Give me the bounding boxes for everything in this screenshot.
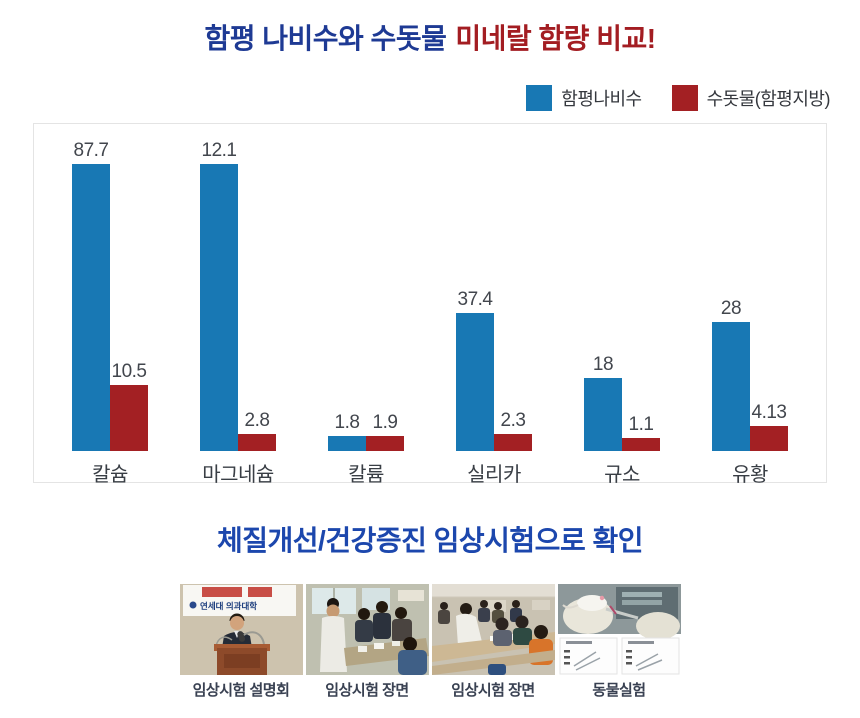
bar-column-tapwater: 1.9 — [366, 413, 404, 451]
photo-clinical-trial-scene-1-illustration — [305, 584, 429, 675]
photo-clinical-trial-scene-2: 임상시험 장면 — [431, 584, 555, 700]
value-label: 4.13 — [751, 402, 787, 423]
bar-tapwater — [238, 434, 276, 451]
bar-nabisu — [200, 164, 238, 451]
bar-nabisu — [456, 313, 494, 451]
bar-tapwater — [494, 434, 532, 451]
legend-item-nabisu: 함평나비수 — [526, 85, 642, 111]
category-label: 마그네슘 — [202, 464, 274, 486]
photo-caption-briefing: 임상시험 설명회 — [192, 682, 290, 699]
bar-nabisu — [72, 164, 110, 451]
photo-caption-trial-1: 임상시험 장면 — [325, 682, 409, 699]
bar-column-nabisu: 1.8 — [328, 413, 366, 451]
value-label: 2.8 — [244, 410, 270, 431]
bar-tapwater — [622, 438, 660, 451]
value-label: 28 — [720, 298, 742, 319]
bar-group-2: 12.1 2.8 마그네슘 — [186, 140, 290, 487]
photo-animal-experiment: 동물실험 — [557, 584, 681, 700]
bar-column-tapwater: 2.8 — [238, 411, 276, 451]
category-label: 칼륨 — [348, 464, 384, 486]
bar-pair: 87.7 10.5 — [58, 140, 162, 451]
banner-text: 연세대 의과대학 — [200, 601, 257, 611]
bar-column-nabisu: 37.4 — [456, 290, 494, 451]
value-label: 87.7 — [73, 140, 109, 161]
value-label: 1.1 — [628, 414, 654, 435]
page-title-red-part: 미네랄 함량 비교! — [455, 23, 656, 54]
category-label: 칼슘 — [92, 464, 128, 486]
photo-caption-animal: 동물실험 — [592, 682, 646, 699]
bar-pair: 12.1 2.8 — [186, 140, 290, 451]
bar-group-1: 87.7 10.5 칼슘 — [58, 140, 162, 487]
bar-group-3: 1.8 1.9 칼륨 — [314, 140, 418, 487]
value-label: 2.3 — [500, 410, 526, 431]
legend-label-nabisu: 함평나비수 — [561, 89, 642, 109]
page-title-blue-part: 함평 나비수와 수돗물 — [204, 23, 447, 54]
bar-group-5: 18 1.1 규소 — [570, 140, 674, 487]
bar-tapwater — [366, 436, 404, 451]
value-label: 18 — [592, 354, 614, 375]
value-label: 1.8 — [334, 412, 360, 433]
bar-nabisu — [328, 436, 366, 451]
photo-strip: 연세대 의과대학 임상시험 설명회 — [0, 584, 860, 700]
mineral-bar-chart: 87.7 10.5 칼슘 12.1 2.8 마그네슘 1.8 1.9 칼륨 37.4 2.3 실리카 1… — [33, 123, 827, 486]
legend-label-tapwater: 수돗물(함평지방) — [706, 89, 831, 109]
bar-pair: 28 4.13 — [698, 140, 802, 451]
legend-swatch-blue — [526, 85, 553, 111]
bar-nabisu — [584, 378, 622, 451]
photo-clinical-briefing: 연세대 의과대학 임상시험 설명회 — [179, 584, 303, 700]
bar-group-4: 37.4 2.3 실리카 — [442, 140, 546, 487]
value-label: 12.1 — [201, 140, 237, 161]
clinical-section-heading: 체질개선/건강증진 임상시험으로 확인 — [217, 525, 644, 556]
category-label: 규소 — [604, 464, 640, 486]
bar-tapwater — [110, 385, 148, 451]
bar-tapwater — [750, 426, 788, 451]
value-label: 10.5 — [111, 361, 147, 382]
legend-item-tapwater: 수돗물(함평지방) — [671, 85, 831, 111]
bar-pair: 1.8 1.9 — [314, 140, 418, 451]
chart-legend: 함평나비수 수돗물(함평지방) — [0, 85, 860, 111]
bar-column-tapwater: 2.3 — [494, 411, 532, 451]
bar-column-nabisu: 18 — [584, 355, 622, 451]
value-label: 37.4 — [457, 289, 493, 310]
bar-pair: 37.4 2.3 — [442, 140, 546, 451]
bar-nabisu — [712, 322, 750, 451]
value-label: 1.9 — [372, 412, 398, 433]
bar-column-nabisu: 87.7 — [72, 141, 110, 451]
photo-clinical-briefing-illustration: 연세대 의과대학 — [179, 584, 303, 675]
category-label: 유황 — [732, 464, 768, 486]
bar-column-tapwater: 10.5 — [110, 362, 148, 451]
legend-swatch-red — [671, 85, 698, 111]
photo-animal-experiment-illustration — [557, 584, 681, 675]
photo-clinical-trial-scene-2-illustration — [431, 584, 555, 675]
bar-column-nabisu: 12.1 — [200, 141, 238, 451]
bar-column-tapwater: 4.13 — [750, 403, 788, 451]
photo-caption-trial-2: 임상시험 장면 — [451, 682, 535, 699]
page-title: 함평 나비수와 수돗물 미네랄 함량 비교! — [0, 0, 860, 57]
bar-group-6: 28 4.13 유황 — [698, 140, 802, 487]
category-label: 실리카 — [467, 464, 521, 486]
bar-pair: 18 1.1 — [570, 140, 674, 451]
photo-clinical-trial-scene-1: 임상시험 장면 — [305, 584, 429, 700]
bar-column-tapwater: 1.1 — [622, 415, 660, 451]
bar-groups-container: 87.7 10.5 칼슘 12.1 2.8 마그네슘 1.8 1.9 칼륨 37.4 2.3 실리카 1… — [34, 140, 826, 487]
bar-column-nabisu: 28 — [712, 299, 750, 451]
